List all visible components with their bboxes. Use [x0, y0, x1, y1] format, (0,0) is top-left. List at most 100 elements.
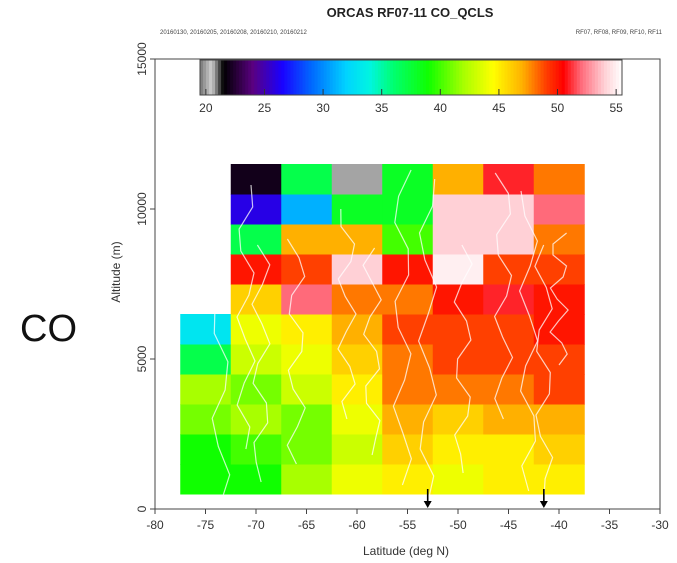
colorbar-segment [543, 60, 548, 95]
colorbar-segment [537, 60, 542, 95]
colorbar-segment [305, 60, 310, 95]
heatmap-cell [331, 194, 383, 225]
heatmap-cell [331, 254, 383, 285]
flight-track-line [236, 184, 256, 450]
flight-track-line [549, 232, 569, 366]
colorbar: 20 25 30 35 40 45 50 55 [199, 59, 623, 115]
flight-track-line [286, 238, 306, 465]
co-side-label: CO [20, 308, 77, 350]
heatmap-cell [281, 284, 333, 315]
colorbar-segment [444, 60, 448, 95]
colorbar-segment [314, 60, 319, 95]
heatmap-cell [180, 404, 232, 435]
x-tick-label: -75 [197, 518, 215, 532]
colorbar-segment [573, 60, 578, 95]
heatmap-cell [483, 254, 535, 285]
colorbar-segment [347, 60, 352, 95]
x-tick-label: -50 [449, 518, 467, 532]
colorbar-segment [386, 60, 391, 95]
colorbar-frame [199, 59, 623, 96]
heatmap-cell [230, 284, 282, 315]
colorbar-segment [516, 60, 521, 95]
heatmap-cell [281, 224, 333, 255]
colorbar-segment [218, 60, 222, 95]
heatmap-cell [230, 254, 282, 285]
heatmap-cell [230, 224, 282, 255]
colorbar-segment [552, 60, 557, 95]
heatmap-cell [533, 194, 585, 225]
heatmap-cell [533, 164, 585, 195]
flight-track-line [337, 208, 357, 420]
heatmap-cell [432, 164, 484, 195]
heatmap-cell [533, 404, 585, 435]
colorbar-segment [597, 60, 602, 95]
colorbar-segment [329, 60, 334, 95]
colorbar-segment [522, 60, 527, 95]
colorbar-segment [447, 60, 451, 95]
heatmap-cell [483, 374, 535, 405]
heatmap-cell [281, 314, 333, 345]
flight-track-line [417, 178, 438, 504]
colorbar-segment [290, 60, 295, 95]
heatmap-cell [382, 374, 434, 405]
x-tick-label: -80 [146, 518, 164, 532]
heatmap-cell [281, 464, 333, 495]
flight-track-line [251, 244, 271, 483]
colorbar-segment [438, 60, 442, 95]
colorbar-segment [251, 60, 255, 95]
colorbar-segment [579, 60, 584, 95]
colorbar-segment [432, 60, 436, 95]
colorbar-segment [588, 60, 593, 95]
colorbar-segment [242, 60, 246, 95]
colorbar-segment [266, 60, 270, 95]
colorbar-segment [612, 60, 617, 95]
colorbar-segment [368, 60, 373, 95]
colorbar-segment [570, 60, 575, 95]
heatmap-cell [483, 224, 535, 255]
colorbar-segment [332, 60, 337, 95]
heatmap-cell [331, 374, 383, 405]
x-tick-label: -30 [651, 518, 669, 532]
heatmap-cell [432, 284, 484, 315]
colorbar-segment [344, 60, 349, 95]
heatmap-cell [230, 314, 282, 345]
heatmap-cell [230, 164, 282, 195]
heatmap-cell [432, 314, 484, 345]
colorbar-segment [320, 60, 325, 95]
heatmap-cell [533, 314, 585, 345]
colorbar-segment [429, 60, 433, 95]
colorbar-segment [338, 60, 343, 95]
colorbar-segment [224, 60, 228, 95]
colorbar-segment [576, 60, 581, 95]
colorbar-segment [302, 60, 307, 95]
flight-track-line [534, 244, 554, 501]
colorbar-segment [606, 60, 611, 95]
colorbar-segment [401, 60, 406, 95]
colorbar-segment [263, 60, 267, 95]
colorbar-segment [615, 60, 620, 95]
heatmap-cell [382, 314, 434, 345]
colorbar-tick-label: 35 [375, 101, 389, 115]
chart-title: ORCAS RF07-11 CO_QCLS [327, 5, 494, 20]
colorbar-segment [582, 60, 587, 95]
heatmap-cell [331, 404, 383, 435]
colorbar-segment [600, 60, 605, 95]
colorbar-segment [404, 60, 409, 95]
chart-subtitle-left: 20160130, 20160205, 20160208, 20160210, … [160, 30, 307, 36]
colorbar-segment [254, 60, 258, 95]
colorbar-segment [380, 60, 385, 95]
colorbar-segment [450, 60, 454, 95]
heatmap-cell [432, 344, 484, 375]
heatmap-cell [533, 464, 585, 495]
colorbar-segment [549, 60, 554, 95]
colorbar-segment [480, 60, 484, 95]
heatmap-cell [483, 404, 535, 435]
arrow-marker-head [539, 501, 548, 508]
colorbar-segment [209, 60, 213, 95]
heatmap-cell [180, 434, 232, 465]
x-tick-label: -35 [601, 518, 619, 532]
colorbar-segment [284, 60, 289, 95]
colorbar-segment [356, 60, 361, 95]
colorbar-segment [417, 60, 421, 95]
x-tick-label: -65 [298, 518, 316, 532]
